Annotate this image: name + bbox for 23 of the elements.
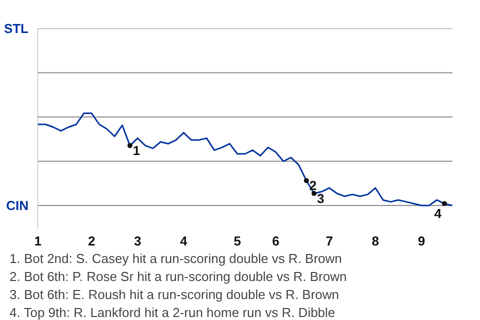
x-tick-label: 3	[134, 234, 142, 248]
text: STL	[4, 21, 29, 36]
text: 1. Bot 2nd: S. Casey hit a run-scoring double vs R. Brown	[10, 251, 342, 266]
series-label: 4	[434, 206, 442, 222]
series-label: 1	[132, 143, 140, 158]
text: 4. Top 9th: R. Lankford hit a 2-run home run vs R. Dibble	[10, 305, 336, 320]
series-label: 2	[309, 178, 317, 194]
point	[312, 191, 317, 196]
x-tick-label: 6	[272, 234, 280, 248]
text: 2. Bot 6th: P. Rose Sr hit a run-scoring double vs R. Brown	[10, 269, 347, 284]
point	[304, 178, 309, 184]
text: CIN	[6, 198, 28, 213]
series-label: 3	[317, 191, 324, 206]
x-tick-label: 8	[372, 234, 380, 248]
point	[127, 143, 132, 148]
text: 3. Bot 6th: E. Roush hit a run-scoring double vs R. Brown	[10, 287, 340, 302]
x-tick-label: 7	[326, 234, 333, 248]
x-tick-label: 2	[88, 234, 96, 248]
x-tick-label: 1	[34, 234, 42, 248]
x-tick-label: 9	[418, 234, 426, 248]
point	[442, 201, 447, 206]
x-tick-label: 4	[180, 234, 188, 248]
x-tick-label: 5	[234, 234, 241, 248]
